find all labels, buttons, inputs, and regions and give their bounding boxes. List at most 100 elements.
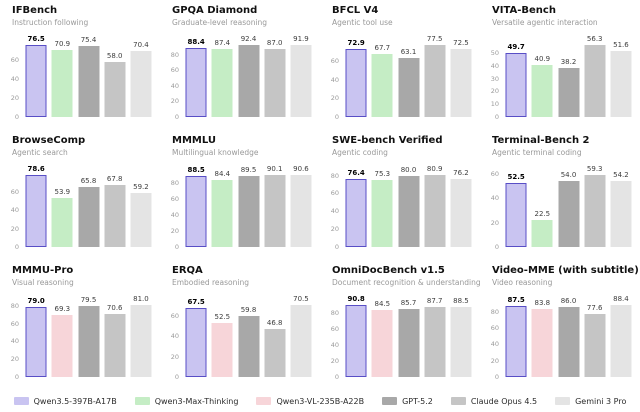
bar-slot-qwen3-vl-235b-a22b: 69.3 bbox=[49, 301, 75, 377]
legend-swatch-icon bbox=[555, 397, 571, 405]
bar-slot-qwen3-5-397b-a17b: 52.5 bbox=[503, 171, 529, 247]
bar-claude-opus-4-5 bbox=[104, 314, 126, 377]
y-axis-tick-label: 40 bbox=[490, 340, 499, 349]
bar-value-label: 87.5 bbox=[507, 295, 525, 304]
bar-value-label: 79.5 bbox=[80, 296, 97, 305]
y-axis-tick-label: 20 bbox=[490, 356, 499, 365]
bar-gpt-5-2 bbox=[78, 45, 99, 117]
y-axis-tick-label: 60 bbox=[490, 169, 499, 178]
y-axis-tick-label: 60 bbox=[10, 319, 19, 328]
chart-title: MMMLU bbox=[172, 135, 216, 146]
bar-value-label: 51.6 bbox=[613, 40, 629, 49]
bar-value-label: 89.5 bbox=[240, 165, 257, 174]
y-axis-tick-label: 40 bbox=[170, 211, 179, 220]
legend: Qwen3.5-397B-A17B Qwen3-Max-Thinking Qwen3… bbox=[0, 391, 640, 411]
legend-item-gemini-3-pro: Gemini 3 Pro bbox=[555, 397, 626, 406]
bar-gemini-3-pro bbox=[610, 304, 632, 377]
bar-value-label: 87.4 bbox=[214, 38, 231, 47]
bar-qwen3-max-thinking bbox=[51, 50, 73, 117]
bar-qwen3-5-397b-a17b bbox=[505, 183, 527, 247]
bar-slot-claude-opus-4-5: 70.6 bbox=[102, 301, 128, 377]
bar-slot-claude-opus-4-5: 67.8 bbox=[102, 171, 128, 247]
bar-value-label: 59.8 bbox=[240, 305, 257, 314]
chart-swe-bench-verified: SWE-bench Verified Agentic coding 0 20 40 60 8… bbox=[320, 130, 480, 260]
bar-value-label: 90.6 bbox=[293, 164, 309, 173]
bar-slot-qwen3-5-397b-a17b: 90.8 bbox=[343, 295, 369, 377]
y-axis-tick-label: 30 bbox=[490, 74, 499, 83]
bar-qwen3-vl-235b-a22b bbox=[371, 309, 393, 377]
legend-label: Qwen3.5-397B-A17B bbox=[33, 396, 117, 406]
bar-value-label: 70.4 bbox=[133, 40, 149, 49]
legend-item-gpt-5-2: GPT-5.2 bbox=[382, 397, 433, 406]
y-axis-tick-label: 80 bbox=[330, 171, 339, 180]
bar-claude-opus-4-5 bbox=[584, 174, 606, 247]
y-axis-tick-label: 60 bbox=[170, 311, 179, 320]
bar-value-label: 87.0 bbox=[266, 39, 283, 48]
bar-slot-claude-opus-4-5: 58.0 bbox=[102, 41, 128, 117]
bar-slot-claude-opus-4-5: 77.5 bbox=[422, 35, 448, 117]
bar-claude-opus-4-5 bbox=[104, 62, 126, 117]
bar-slot-gpt-5-2: 79.5 bbox=[75, 296, 101, 377]
bar-qwen3-max-thinking bbox=[531, 219, 553, 247]
y-axis-tick-label: 0 bbox=[14, 243, 19, 251]
bar-claude-opus-4-5 bbox=[264, 329, 286, 377]
bar-slot-gpt-5-2: 86.0 bbox=[555, 297, 581, 377]
chart-subtitle: Multilingual knowledge bbox=[172, 148, 259, 157]
plot-area: 0 20 40 60 80 87.5 83.8 86.0 77.6 88.4 bbox=[491, 295, 634, 380]
y-axis-tick-label: 20 bbox=[170, 352, 179, 361]
bar-value-label: 76.4 bbox=[347, 168, 365, 177]
bar-slot-gemini-3-pro: 88.5 bbox=[448, 297, 474, 377]
chart-omnidocbench-v1-5: OmniDocBench v1.5 Document recognition & … bbox=[320, 260, 481, 390]
y-axis-tick-label: 0 bbox=[494, 243, 499, 251]
y-axis-tick-label: 20 bbox=[10, 94, 19, 103]
legend-item-claude-opus-4-5: Claude Opus 4.5 bbox=[450, 396, 538, 406]
bar-qwen3-max-thinking bbox=[51, 197, 73, 247]
bar-value-label: 22.5 bbox=[534, 209, 551, 218]
y-axis-tick-label: 50 bbox=[490, 48, 499, 57]
bar-slot-gemini-3-pro: 72.5 bbox=[448, 39, 474, 117]
legend-label: Claude Opus 4.5 bbox=[470, 396, 538, 406]
y-axis-tick-label: 0 bbox=[14, 113, 19, 121]
bar-value-label: 79.0 bbox=[27, 296, 45, 305]
y-axis-tick-label: 10 bbox=[490, 100, 499, 109]
bar-value-label: 70.5 bbox=[293, 294, 309, 303]
y-axis-tick-label: 20 bbox=[330, 94, 339, 103]
plot-area: 0 20 40 60 76.5 70.9 75.4 58.0 70.4 bbox=[11, 35, 154, 120]
bar-gpt-5-2 bbox=[398, 58, 419, 117]
bar-value-label: 59.2 bbox=[133, 182, 149, 191]
bar-qwen3-vl-235b-a22b bbox=[51, 315, 73, 377]
bar-slot-gpt-5-2: 92.4 bbox=[235, 35, 261, 117]
bar-gemini-3-pro bbox=[450, 306, 472, 377]
bar-slot-qwen3-max-thinking: 40.9 bbox=[529, 41, 555, 117]
chart-subtitle: Video reasoning bbox=[492, 278, 553, 287]
bar-gpt-5-2 bbox=[238, 315, 259, 377]
bar-value-label: 88.4 bbox=[613, 294, 629, 303]
bar-gpt-5-2 bbox=[238, 44, 259, 117]
bar-slot-qwen3-max-thinking: 87.4 bbox=[209, 39, 235, 117]
bar-qwen3-vl-235b-a22b bbox=[211, 323, 233, 377]
bar-qwen3-5-397b-a17b bbox=[345, 49, 367, 117]
bar-value-label: 81.0 bbox=[133, 294, 149, 303]
chart-ifbench: IFBench Instruction following 0 20 40 60 76.5 7… bbox=[0, 0, 160, 130]
y-axis-tick-label: 0 bbox=[334, 243, 339, 251]
bar-slot-qwen3-5-397b-a17b: 76.5 bbox=[23, 35, 49, 117]
bar-slot-qwen3-5-397b-a17b: 87.5 bbox=[503, 296, 529, 377]
legend-swatch-icon bbox=[450, 397, 466, 405]
bar-value-label: 58.0 bbox=[106, 52, 123, 61]
bar-claude-opus-4-5 bbox=[584, 44, 606, 117]
bar-gemini-3-pro bbox=[130, 192, 152, 247]
legend-label: Qwen3-Max-Thinking bbox=[154, 396, 239, 406]
bar-value-label: 54.2 bbox=[613, 171, 629, 180]
bar-slot-gemini-3-pro: 81.0 bbox=[128, 295, 154, 377]
bar-value-label: 63.1 bbox=[400, 48, 417, 57]
chart-subtitle: Document recognition & understanding bbox=[332, 278, 481, 287]
bar-value-label: 52.5 bbox=[214, 313, 231, 322]
bar-value-label: 80.9 bbox=[426, 164, 443, 173]
bar-value-label: 83.8 bbox=[534, 298, 551, 307]
chart-browsecomp: BrowseComp Agentic search 0 20 40 60 78.6 53.9 6… bbox=[0, 130, 160, 260]
bar-value-label: 92.4 bbox=[240, 34, 257, 43]
y-axis-tick-label: 80 bbox=[330, 309, 339, 318]
y-axis-tick-label: 0 bbox=[494, 113, 499, 121]
y-axis-tick-label: 20 bbox=[330, 357, 339, 366]
bar-qwen3-5-397b-a17b bbox=[505, 53, 527, 117]
